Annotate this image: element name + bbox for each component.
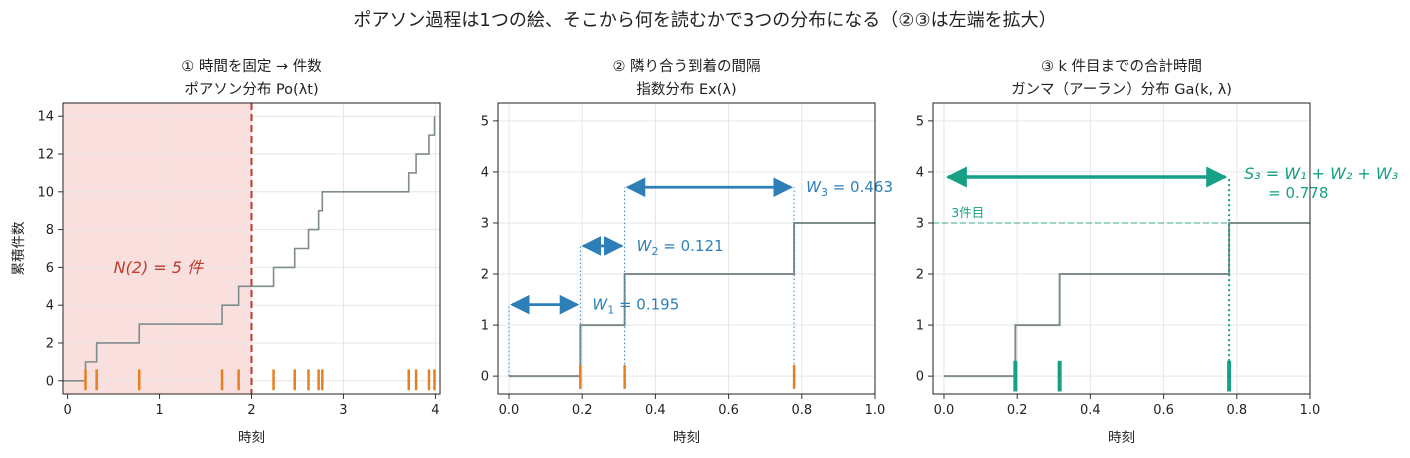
panel-exponential: 0.0 0.2 0.4 0.6 0.8 1.0 0 1 2 3 4 5 ② 隣り合う到着の間隔指数分布 …: [481, 58, 893, 446]
panel-title-line2: ガンマ（アーラン）分布 Ga(k, λ): [1011, 81, 1232, 98]
y-tick-label: 1: [916, 319, 924, 334]
x-tick-label: 0.0: [934, 403, 955, 418]
x-axis-label: 時刻: [673, 430, 700, 446]
x-tick-label: 0.4: [645, 403, 666, 418]
x-tick-label: 4: [431, 403, 439, 418]
cumulative-count-line: [943, 221, 1310, 378]
y-tick-label: 4: [481, 165, 489, 180]
x-axis-label: 時刻: [238, 430, 265, 446]
sum-value: = 0.778: [1268, 184, 1328, 202]
panel-title-line2: 指数分布 Ex(λ): [636, 81, 736, 98]
sum-label: S₃ = W₁ + W₂ + W₃: [1244, 164, 1398, 183]
y-tick-label: 10: [37, 185, 54, 200]
y-tick-label: 0: [916, 370, 924, 385]
y-tick-label: 3: [481, 216, 489, 231]
fixed-window-shade: [63, 103, 252, 394]
y-tick-label: 8: [46, 223, 54, 238]
y-tick-label: 4: [46, 299, 54, 314]
y-tick-label: 3: [916, 216, 924, 231]
interval-label: W1 = 0.195: [592, 296, 679, 317]
axes-frame: [62, 102, 441, 395]
panel-title-line1: ③ k 件目までの合計時間: [1041, 58, 1202, 75]
y-tick-label: 0: [481, 370, 489, 385]
y-tick-label: 1: [481, 319, 489, 334]
panel-gamma: 0.0 0.2 0.4 0.6 0.8 1.0 0 1 2 3 4 5 ③ k 件目までの合計時間ガンマ…: [916, 58, 1398, 446]
x-tick-label: 0.4: [1080, 403, 1101, 418]
x-tick-label: 1: [155, 403, 163, 418]
x-tick-label: 0.8: [1226, 403, 1247, 418]
panel-title-line1: ① 時間を固定 → 件数: [181, 58, 322, 75]
panel-title-line2: ポアソン分布 Po(λt): [184, 81, 318, 98]
x-axis-label: 時刻: [1108, 430, 1135, 446]
x-tick-label: 0.6: [1153, 403, 1174, 418]
axes-frame: [932, 102, 1311, 395]
y-tick-label: 2: [46, 336, 54, 351]
panel-title-line1: ② 隣り合う到着の間隔: [612, 58, 760, 75]
y-tick-label: 14: [37, 110, 54, 125]
y-tick-label: 12: [37, 148, 54, 163]
figure-title: ポアソン過程は1つの絵、そこから何を読むかで3つの分布になる（②③は左端を拡大）: [353, 10, 1056, 31]
x-tick-label: 3: [339, 403, 347, 418]
cumulative-count-line: [63, 116, 436, 382]
x-tick-label: 0.2: [1007, 403, 1028, 418]
x-tick-label: 1.0: [1300, 403, 1321, 418]
x-tick-label: 0.0: [499, 403, 520, 418]
y-axis-label: 累積件数: [11, 221, 27, 275]
y-tick-label: 4: [916, 165, 924, 180]
y-tick-label: 6: [46, 261, 54, 276]
interval-label: W2 = 0.121: [637, 237, 724, 258]
x-tick-label: 0.6: [718, 403, 739, 418]
x-tick-label: 0.2: [572, 403, 593, 418]
y-tick-label: 2: [481, 268, 489, 283]
x-tick-label: 0.8: [791, 403, 812, 418]
y-tick-label: 0: [46, 374, 54, 389]
y-tick-label: 2: [916, 268, 924, 283]
count-annotation: N(2) = 5 件: [114, 258, 205, 277]
interval-label: W3 = 0.463: [806, 178, 893, 199]
kth-label: 3件目: [951, 205, 984, 220]
axes-frame: [497, 102, 876, 395]
y-tick-label: 5: [916, 114, 924, 129]
x-tick-label: 2: [247, 403, 255, 418]
x-tick-label: 1.0: [865, 403, 886, 418]
x-tick-label: 0: [63, 403, 71, 418]
y-tick-label: 5: [481, 114, 489, 129]
